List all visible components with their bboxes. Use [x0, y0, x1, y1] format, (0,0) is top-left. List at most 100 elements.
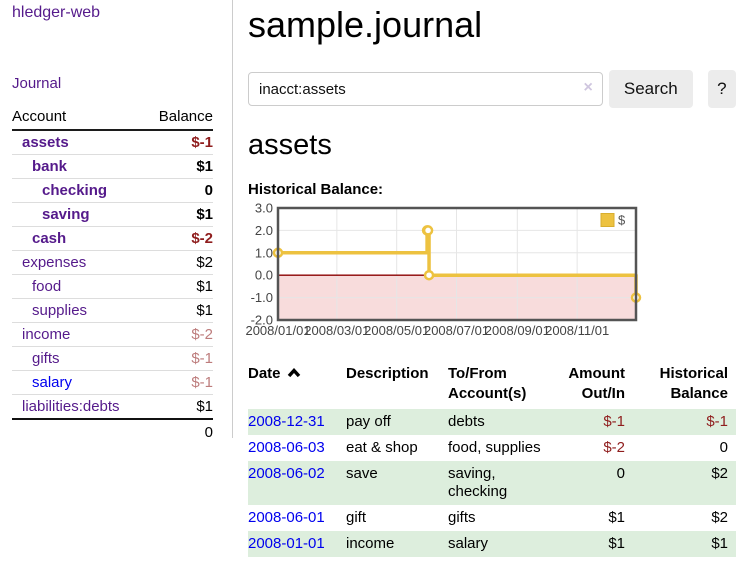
- transaction-amount: 0: [616, 465, 625, 483]
- register-col-balance: Historical Balance: [659, 365, 728, 403]
- sidebar-item-journal[interactable]: Journal: [12, 75, 62, 92]
- data-point-marker: [423, 270, 435, 281]
- y-tick-label: 2.0: [255, 223, 273, 238]
- search-box: ×: [248, 72, 603, 107]
- transaction-description: save: [346, 465, 378, 483]
- sidebar-account-link-expenses[interactable]: expenses: [22, 254, 87, 271]
- x-tick-label: 2008/07/01: [424, 323, 489, 338]
- sidebar-account-link-saving[interactable]: saving: [42, 206, 90, 223]
- sidebar-account-link-liabilities-debts[interactable]: liabilities:debts: [22, 398, 120, 415]
- y-tick-label: -2.0: [251, 313, 273, 328]
- account-balance: $-2: [145, 322, 213, 347]
- accounts-table-header: Account Balance: [12, 105, 213, 131]
- account-balance: $1: [145, 202, 213, 227]
- transaction-date-link[interactable]: 2008-06-02: [248, 465, 325, 483]
- account-row: bank $1: [12, 154, 213, 179]
- transaction-date-link[interactable]: 2008-01-01: [248, 535, 325, 553]
- register-row: 2008-12-31 pay off debts $-1 $-1: [248, 409, 736, 436]
- register-row: 2008-01-01 income salary $1 $1: [248, 531, 736, 558]
- account-row: income $-2: [12, 322, 213, 347]
- transaction-balance: $2: [711, 465, 728, 483]
- account-heading: assets: [248, 129, 332, 162]
- account-balance: 0: [145, 178, 213, 203]
- sort-ascending-icon: [287, 368, 300, 378]
- transaction-date-link[interactable]: 2008-06-03: [248, 439, 325, 457]
- plot-border: [276, 207, 638, 322]
- account-balance: $1: [145, 154, 213, 179]
- sidebar-account-link-gifts[interactable]: gifts: [32, 350, 60, 367]
- clear-search-icon[interactable]: ×: [583, 79, 593, 97]
- y-tick-label: -1.0: [251, 290, 273, 305]
- x-tick-label: 2008/11/01: [545, 323, 609, 338]
- transaction-amount: $-2: [603, 439, 625, 457]
- sidebar-account-link-supplies[interactable]: supplies: [32, 302, 88, 319]
- transaction-balance: 0: [719, 439, 728, 457]
- sidebar-account-link-checking[interactable]: checking: [42, 182, 108, 199]
- sidebar-account-link-food[interactable]: food: [32, 278, 62, 295]
- register-col-amount: Amount Out/In: [568, 365, 625, 403]
- transaction-accounts: saving, checking: [448, 465, 508, 501]
- sidebar-account-link-cash[interactable]: cash: [32, 230, 67, 247]
- x-tick-label: 2008/05/01: [364, 323, 429, 338]
- accounts-total-value: 0: [12, 418, 213, 445]
- main-content: sample.journal × Search ? assets Histori…: [245, 0, 736, 558]
- transaction-description: pay off: [346, 413, 391, 431]
- accounts-table: Account Balance assets $-1 bank $1 checking 0…: [12, 105, 213, 445]
- account-balance: $1: [145, 298, 213, 323]
- register-table: Date Description To/From Account(s) Amou…: [248, 362, 736, 558]
- register-col-description: Description: [346, 365, 429, 383]
- account-row: cash $-2: [12, 226, 213, 251]
- account-row: gifts $-1: [12, 346, 213, 371]
- search-input[interactable]: [248, 72, 603, 107]
- account-row: liabilities:debts $1: [12, 394, 213, 419]
- accounts-col-header: Account: [12, 105, 146, 131]
- legend-label: $: [618, 213, 626, 228]
- transaction-accounts: salary: [448, 535, 489, 553]
- transaction-amount: $-1: [603, 413, 625, 431]
- account-balance: $-1: [191, 134, 213, 151]
- historical-balance-chart: $3.0 2.0 1.0 0.0 -1.0 -2.02008/01/012008/03/0…: [245, 201, 642, 338]
- register-row: 2008-06-02 save saving, checking 0 $2: [248, 461, 736, 506]
- balance-col-header: Balance: [145, 105, 213, 131]
- account-balance: $1: [145, 274, 213, 299]
- account-balance: $-2: [145, 226, 213, 251]
- y-tick-label: 1.0: [255, 246, 273, 261]
- accounts-total-row: 0: [12, 418, 213, 445]
- sidebar-account-link-income[interactable]: income: [22, 326, 71, 343]
- chart-title: Historical Balance:: [248, 181, 384, 199]
- register-col-accounts: To/From Account(s): [448, 365, 527, 403]
- account-row: salary $-1: [12, 370, 213, 395]
- transaction-description: gift: [346, 509, 367, 527]
- transaction-date-link[interactable]: 2008-12-31: [248, 413, 325, 431]
- date-header-label: Date: [248, 365, 281, 383]
- transaction-amount: $1: [608, 535, 625, 553]
- x-tick-label: 2008/09/01: [485, 323, 550, 338]
- account-balance: $2: [145, 250, 213, 275]
- account-row: food $1: [12, 274, 213, 299]
- transaction-date-link[interactable]: 2008-06-01: [248, 509, 325, 527]
- sidebar-account-link-assets[interactable]: assets: [22, 134, 69, 151]
- account-row: saving $1: [12, 202, 213, 227]
- transaction-description: eat & shop: [346, 439, 418, 457]
- sidebar-account-link-bank[interactable]: bank: [32, 158, 68, 175]
- transaction-description: income: [346, 535, 395, 553]
- transaction-balance: $-1: [706, 413, 728, 431]
- sidebar-account-link-salary[interactable]: salary: [32, 374, 73, 391]
- account-row: assets $-1: [12, 130, 213, 155]
- transaction-accounts: debts: [448, 413, 485, 431]
- sidebar: hledger-web Journal Account Balance asse…: [0, 0, 233, 445]
- transaction-balance: $1: [711, 535, 728, 553]
- transaction-accounts: gifts: [448, 509, 476, 527]
- register-header-row: Date Description To/From Account(s) Amou…: [248, 362, 736, 409]
- app-title-link[interactable]: hledger-web: [12, 4, 101, 21]
- search-button[interactable]: Search: [608, 70, 693, 109]
- register-col-date[interactable]: Date: [248, 362, 346, 409]
- transaction-amount: $1: [608, 509, 625, 527]
- register-row: 2008-06-03 eat & shop food, supplies $-2 0: [248, 435, 736, 461]
- legend-swatch: [600, 213, 615, 228]
- help-button[interactable]: ?: [707, 70, 736, 109]
- account-balance: $-1: [145, 370, 213, 395]
- y-tick-label: 3.0: [255, 201, 273, 216]
- transaction-accounts: food, supplies: [448, 439, 541, 457]
- data-point-marker: [422, 225, 434, 236]
